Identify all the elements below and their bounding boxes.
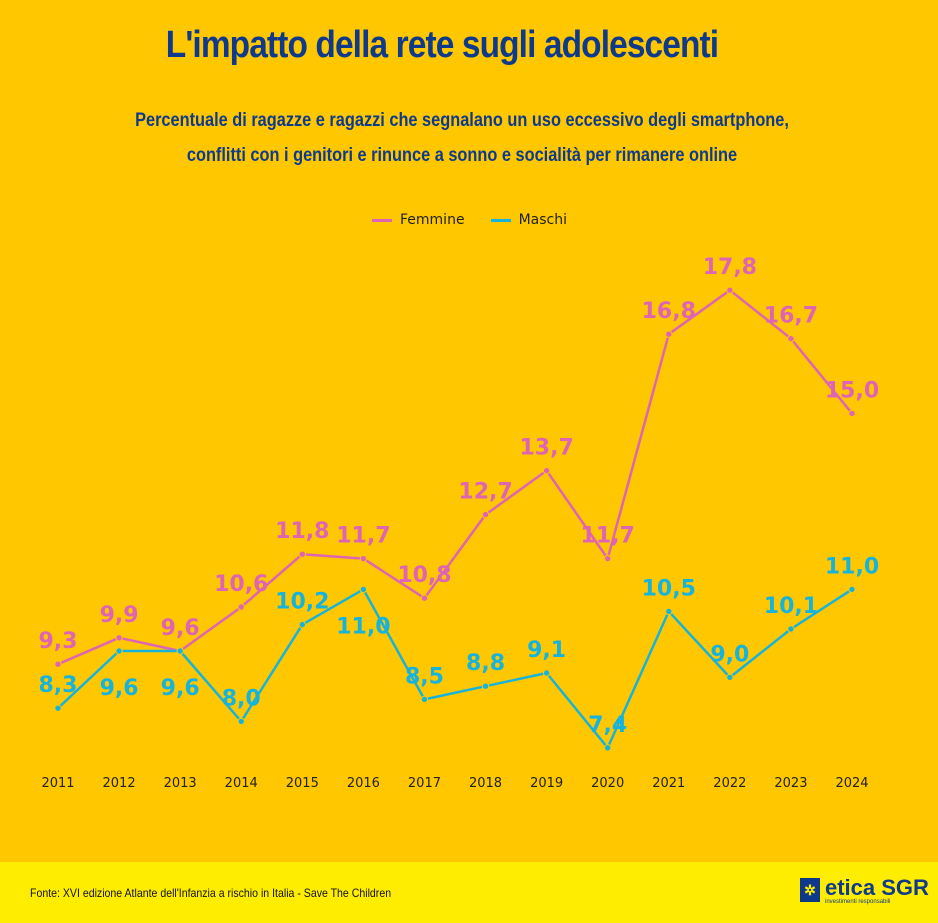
x-tick-label: 2011 [41, 776, 74, 791]
x-tick-label: 2017 [408, 776, 441, 791]
x-tick-label: 2015 [286, 776, 319, 791]
data-point-femmine [115, 634, 123, 642]
data-label-femmine: 9,6 [161, 616, 200, 641]
data-label-femmine: 16,8 [642, 299, 696, 324]
data-label-maschi: 10,2 [275, 590, 329, 615]
data-point-maschi [359, 585, 368, 594]
source-note: Fonte: XVI edizione Atlante dell'Infanzi… [30, 886, 392, 900]
logo-tagline: investimenti responsabili [825, 899, 891, 905]
data-point-femmine [603, 554, 612, 563]
data-label-maschi: 8,8 [466, 651, 505, 676]
x-tick-label: 2021 [652, 776, 685, 791]
legend: Femmine Maschi [372, 212, 567, 228]
data-point-femmine [420, 594, 429, 602]
line-chart: 2011 2012 2013 2014 2015 2016 2017 2018 2019 2020… [39, 255, 880, 791]
logo-wordmark: etica SGR investimenti responsabili [825, 875, 929, 906]
chart-subtitle-line-1: Percentuale di ragazze e ragazzi che seg… [135, 110, 789, 131]
data-label-maschi: 11,0 [336, 614, 390, 639]
data-point-femmine [54, 660, 62, 668]
data-label-femmine: 10,6 [214, 572, 268, 597]
data-label-femmine: 17,8 [703, 255, 757, 280]
data-point-femmine [542, 466, 551, 475]
data-point-maschi [848, 585, 856, 594]
data-label-maschi: 8,3 [39, 673, 78, 698]
legend-swatch-femmine [372, 218, 392, 222]
x-tick-label: 2016 [347, 776, 380, 791]
x-tick-label: 2024 [835, 776, 868, 791]
legend-label-maschi: Maschi [518, 212, 567, 228]
data-point-maschi [298, 620, 307, 629]
data-point-femmine [298, 550, 307, 558]
x-tick-label: 2020 [591, 776, 624, 791]
data-label-femmine: 15,0 [825, 378, 879, 403]
data-point-femmine [848, 409, 856, 418]
x-tick-label: 2023 [774, 776, 807, 791]
x-tick-label: 2022 [713, 776, 746, 791]
etica-sgr-logo: ✲ etica SGR investimenti responsabili [800, 875, 929, 906]
data-point-maschi [237, 717, 245, 726]
data-point-femmine [359, 554, 368, 563]
data-label-maschi: 7,4 [588, 713, 627, 738]
data-label-femmine: 9,3 [39, 629, 78, 654]
data-label-femmine: 9,9 [100, 603, 139, 628]
x-tick-label: 2014 [225, 776, 258, 791]
legend-label-femmine: Femmine [400, 212, 465, 228]
data-label-maschi: 9,6 [161, 676, 200, 701]
data-label-femmine: 10,8 [397, 563, 451, 588]
x-tick-label: 2019 [530, 776, 563, 791]
data-label-maschi: 9,0 [710, 642, 749, 667]
legend-swatch-maschi [490, 218, 511, 222]
data-point-femmine [481, 510, 490, 519]
data-label-maschi: 8,5 [405, 664, 444, 689]
data-label-femmine: 12,7 [458, 480, 512, 505]
chart-subtitle-line-2: conflitti con i genitori e rinunce a son… [186, 145, 738, 166]
series-line-femmine [57, 288, 853, 666]
data-label-femmine: 11,8 [275, 519, 329, 544]
data-point-maschi [603, 744, 612, 752]
data-point-maschi [665, 607, 673, 616]
logo-mark-icon: ✲ [800, 878, 820, 902]
logo-text: etica SGR [825, 875, 929, 900]
data-point-maschi [115, 647, 123, 655]
data-label-maschi: 9,1 [527, 638, 566, 663]
x-tick-label: 2013 [164, 776, 197, 791]
footer: Fonte: XVI edizione Atlante dell'Infanzi… [0, 862, 938, 923]
data-point-maschi [420, 695, 429, 704]
data-label-femmine: 16,7 [764, 304, 818, 329]
data-label-femmine: 13,7 [519, 436, 573, 461]
data-point-femmine [237, 603, 245, 611]
data-label-femmine: 11,7 [336, 524, 390, 549]
series-line-maschi [57, 588, 853, 750]
data-label-maschi: 11,0 [825, 554, 879, 579]
data-label-maschi: 9,6 [100, 676, 139, 701]
data-point-femmine [665, 330, 673, 338]
data-label-femmine: 11,7 [581, 524, 635, 549]
data-point-maschi [542, 669, 551, 677]
data-point-maschi [726, 673, 734, 682]
data-point-maschi [54, 704, 62, 712]
data-point-femmine [787, 334, 795, 343]
chart-title: L'impatto della rete sugli adolescenti [165, 24, 719, 66]
x-tick-label: 2012 [103, 776, 136, 791]
data-point-maschi [176, 647, 184, 655]
data-point-maschi [787, 625, 795, 633]
data-point-maschi [481, 682, 490, 690]
x-tick-label: 2018 [469, 776, 502, 791]
data-point-femmine [726, 286, 734, 294]
data-label-maschi: 8,0 [222, 686, 261, 711]
data-label-maschi: 10,1 [764, 594, 818, 619]
data-label-maschi: 10,5 [642, 576, 696, 601]
